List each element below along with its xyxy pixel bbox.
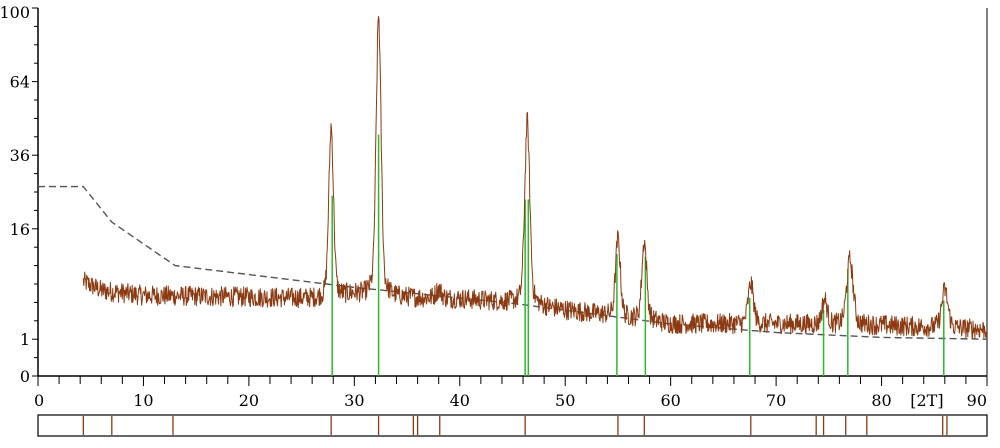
x-axis-label: [2T] — [910, 391, 943, 410]
reference-sticks — [331, 134, 945, 376]
marker-strip — [37, 414, 988, 437]
x-tick-labels: 0 10 20 30 40 50 60 70 80 90 [2T] — [34, 391, 987, 410]
background-line — [38, 185, 988, 340]
x-tick-label: 70 — [766, 391, 786, 410]
x-tick-label: 80 — [871, 391, 891, 410]
x-tick-label: 50 — [555, 391, 575, 410]
x-tick-label: 40 — [450, 391, 470, 410]
y-tick-label: 0 — [20, 367, 30, 386]
y-tick-label: 100 — [0, 3, 30, 22]
x-tick-label: 30 — [344, 391, 364, 410]
axes — [32, 7, 988, 386]
background-curve — [38, 185, 988, 340]
y-tick-label: 1 — [20, 330, 30, 349]
measured-line — [82, 16, 988, 339]
x-tick-label: 90 — [967, 391, 987, 410]
measured-pattern — [82, 16, 988, 339]
x-tick-label: 10 — [133, 391, 153, 410]
y-tick-label: 36 — [10, 146, 30, 165]
marker-strip-box — [37, 414, 988, 437]
x-tick-label: 60 — [660, 391, 680, 410]
y-tick-labels: 0 1 16 36 64 100 — [0, 3, 30, 386]
x-tick-label: 0 — [34, 391, 44, 410]
x-tick-label: 20 — [239, 391, 259, 410]
y-tick-label: 64 — [10, 73, 30, 92]
y-tick-label: 16 — [10, 220, 30, 239]
